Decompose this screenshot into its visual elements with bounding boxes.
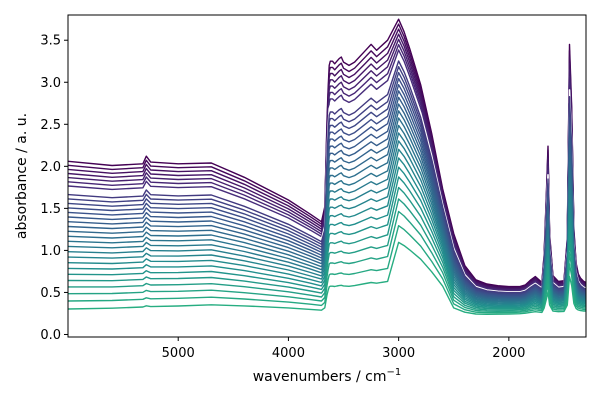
spectrum-line-11: [68, 71, 586, 296]
y-tick-label: 3.0: [40, 76, 61, 91]
spectrum-line-26: [68, 186, 586, 310]
y-tick-label: 0.0: [40, 328, 61, 343]
spectra-series-group: [68, 18, 586, 315]
x-tick-label: 4000: [272, 346, 305, 361]
spectrum-line-22: [68, 148, 586, 306]
y-tick-label: 3.5: [40, 34, 61, 49]
spectrum-line-13: [68, 83, 586, 297]
spectrum-line-19: [68, 124, 586, 303]
spectrum-line-28: [68, 210, 586, 312]
y-tick-label: 1.5: [40, 202, 61, 217]
spectrum-line-12: [68, 77, 586, 296]
spectrum-line-24: [68, 166, 586, 308]
spectrum-line-29: [68, 224, 586, 314]
x-tick-label: 5000: [162, 346, 195, 361]
spectrum-line-17: [68, 110, 586, 301]
spectrum-line-15: [68, 96, 586, 299]
x-axis-ticks: 5000 4000 3000 2000: [162, 337, 525, 361]
spectrum-line-30: [68, 241, 586, 315]
plot-frame: [67, 14, 587, 338]
spectrum-line-18: [68, 117, 586, 302]
y-tick-label: 2.5: [40, 118, 61, 133]
spectrum-line-25: [68, 176, 586, 309]
spectrum-line-20: [68, 132, 586, 304]
x-tick-label: 3000: [382, 346, 415, 361]
spectrum-line-21: [68, 140, 586, 305]
y-axis-ticks: 0.0 0.5 1.0 1.5 2.0 2.5 3.0 3.5: [40, 34, 68, 343]
y-tick-label: 1.0: [40, 244, 61, 259]
x-axis-label: wavenumbers / cm−1: [253, 367, 402, 385]
spectrum-line-23: [68, 157, 586, 307]
spectrum-line-10: [68, 65, 586, 295]
x-axis-label-superscript: −1: [387, 367, 402, 378]
spectrum-line-16: [68, 103, 586, 300]
y-tick-label: 2.0: [40, 160, 61, 175]
y-axis-label: absorbance / a. u.: [14, 113, 30, 239]
spectrum-line-14: [68, 90, 586, 298]
y-tick-label: 0.5: [40, 286, 61, 301]
x-tick-label: 2000: [492, 346, 525, 361]
spectrum-line-27: [68, 198, 586, 311]
